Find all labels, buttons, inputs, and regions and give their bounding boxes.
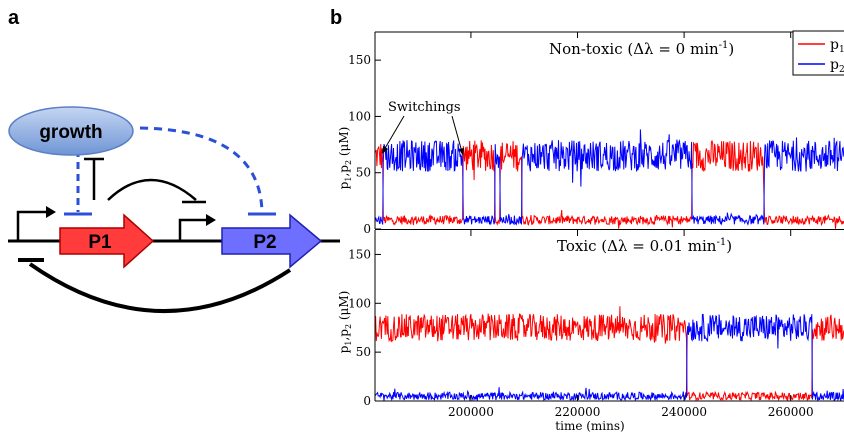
y-tick-label: 0 [363,394,371,408]
y-tick-label: 100 [348,296,371,310]
bottom-plot-traces [375,306,844,401]
promoter-1 [16,206,56,241]
y-tick-label: 150 [348,53,371,67]
y-tick-label: 0 [363,222,371,236]
x-tick-label: 260000 [768,405,814,419]
p1-inhibits-p2-arc [107,178,197,201]
switchings-arrows [382,115,464,156]
gene-p1 [59,213,155,269]
x-axis-label: time (mins) [555,419,624,433]
trace-p1 [375,306,844,401]
x-axis-ticks: 200000 220000 240000 260000 [448,32,814,419]
gene-p1-label: P1 [88,232,112,253]
top-plot-y-label: p1,p2 (μM) [337,127,353,190]
x-tick-label: 220000 [555,405,601,419]
legend: p1 p2 [792,30,844,76]
y-tick-label: 150 [348,247,371,261]
p2-inhibits-p1-arc [28,262,292,313]
top-plot-title: Non-toxic (Δλ = 0 min-1) [549,40,734,58]
panel-a: a growth P1 [8,7,340,313]
top-plot-traces [375,129,844,229]
trace-p2 [375,129,844,226]
panel-a-letter: a [8,7,20,29]
legend-p1-label: p1 [830,37,844,55]
bottom-plot-y-ticks: 0 50 100 150 [348,247,381,408]
panel-b-letter: b [330,7,342,29]
growth-inhibits-p2-edge [139,126,264,213]
bottom-plot-y-label: p1,p2 (μM) [337,291,353,354]
p1-inhibits-growth-edge [84,157,104,200]
growth-label: growth [39,122,102,143]
switchings-annotation: Switchings [388,100,461,115]
legend-box [792,30,844,76]
growth-inhibits-p1-edge [64,150,92,216]
gene-p2 [221,213,323,269]
promoter-2 [178,214,216,241]
trace-p1 [375,139,844,229]
bottom-plot-title: Toxic (Δλ = 0.01 min-1) [557,237,732,255]
legend-p2-label: p2 [830,57,844,75]
y-tick-label: 50 [356,166,371,180]
x-tick-label: 240000 [661,405,707,419]
y-tick-label: 100 [348,109,371,123]
growth-node [8,106,134,156]
top-plot-y-ticks: 0 50 100 150 [348,53,381,236]
x-tick-label: 200000 [448,405,494,419]
panel-b: b 0 50 100 150 0 50 100 150 200000 220000 240000… [330,7,844,433]
trace-p2 [375,314,844,401]
gene-p2-label: P2 [253,232,276,253]
y-tick-label: 50 [356,345,371,359]
